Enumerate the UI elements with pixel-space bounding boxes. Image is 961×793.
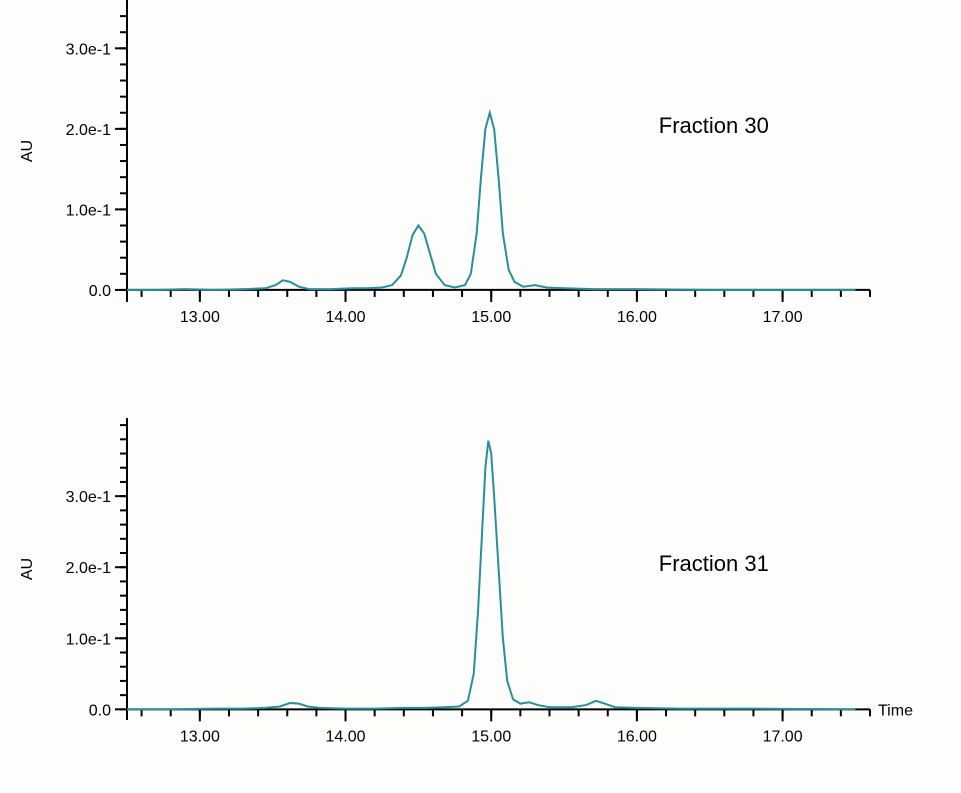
x-tick-label: 14.00 [326, 728, 366, 745]
y-tick-label: 1.0e-1 [66, 631, 111, 648]
bottom-x-title: Time [878, 702, 913, 719]
bottom-panel: 13.00 14.00 15.00 16.00 17.00 0.0 1.0e-1 2.0e-1… [19, 418, 913, 745]
y-tick-label: 0.0 [89, 702, 111, 719]
charts-svg: 13.00 14.00 15.00 16.00 17.00 0.0 1.0e-1 2.0e-1… [0, 0, 961, 788]
x-tick-label: 13.00 [180, 728, 220, 745]
x-tick-label: 16.00 [617, 309, 657, 326]
bottom-label: Fraction 31 [659, 551, 769, 576]
top-trace [127, 113, 855, 290]
x-tick-label: 15.00 [471, 728, 511, 745]
x-tick-label: 15.00 [471, 309, 511, 326]
bottom-y-title: AU [19, 558, 36, 580]
top-panel: 13.00 14.00 15.00 16.00 17.00 0.0 1.0e-1 2.0e-1… [19, 0, 870, 326]
y-tick-label: 2.0e-1 [66, 122, 111, 139]
x-tick-label: 13.00 [180, 309, 220, 326]
x-tick-label: 16.00 [617, 728, 657, 745]
x-tick-label: 14.00 [326, 309, 366, 326]
y-tick-label: 1.0e-1 [66, 202, 111, 219]
y-tick-label: 0.0 [89, 283, 111, 300]
x-tick-label: 17.00 [763, 309, 803, 326]
top-label: Fraction 30 [659, 113, 769, 138]
top-y-title: AU [19, 140, 36, 162]
y-tick-label: 3.0e-1 [66, 489, 111, 506]
y-tick-label: 2.0e-1 [66, 560, 111, 577]
x-tick-label: 17.00 [763, 728, 803, 745]
y-tick-label: 3.0e-1 [66, 41, 111, 58]
page: { "top": { "type": "line", "label": "Fra… [0, 0, 961, 788]
